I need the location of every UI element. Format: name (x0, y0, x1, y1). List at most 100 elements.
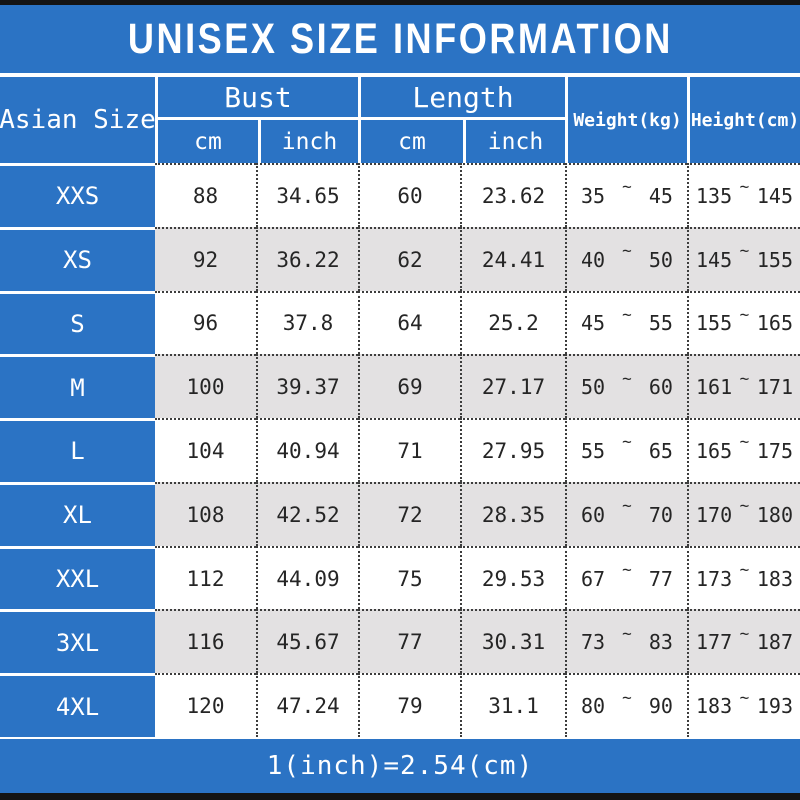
height-min: 165 (696, 438, 733, 463)
header-length-inch: inch (463, 120, 565, 163)
bust-cm-value: 92 (155, 226, 256, 291)
length-cm-value: 64 (358, 290, 460, 355)
weight-max: 83 (648, 630, 673, 655)
length-cm-value: 60 (358, 163, 460, 227)
tilde-symbol: ~ (622, 560, 632, 580)
length-cm-value: 62 (358, 226, 460, 291)
height-range: 161 ~171 (687, 354, 800, 419)
length-cm-value: 77 (358, 609, 460, 674)
bust-cm-value: 108 (155, 481, 256, 546)
weight-max: 50 (648, 247, 673, 272)
bust-cm-value: 96 (155, 290, 256, 355)
bust-inch-value: 45.67 (256, 609, 358, 674)
tilde-symbol: ~ (622, 687, 632, 707)
tilde-symbol: ~ (622, 623, 632, 643)
weight-max: 65 (648, 438, 673, 463)
bust-inch-value: 47.24 (256, 673, 358, 737)
bust-inch-value: 44.09 (256, 545, 358, 610)
length-inch-value: 24.41 (460, 226, 565, 291)
length-cm-value: 72 (358, 481, 460, 546)
size-label: 3XL (0, 609, 155, 674)
height-max: 180 (756, 502, 793, 527)
height-range: 155 ~165 (687, 290, 800, 355)
length-inch-value: 28.35 (460, 481, 565, 546)
weight-max: 60 (648, 375, 673, 400)
tilde-symbol: ~ (622, 241, 632, 261)
header-bust-label: Bust (158, 77, 358, 120)
size-label: XS (0, 226, 155, 291)
length-inch-value: 30.31 (460, 609, 565, 674)
tilde-symbol: ~ (739, 241, 750, 261)
weight-range: 55 ~65 (565, 418, 687, 482)
weight-min: 45 (581, 311, 606, 336)
weight-max: 90 (648, 694, 673, 719)
length-inch-value: 27.17 (460, 354, 565, 419)
height-min: 135 (696, 183, 733, 208)
height-min: 145 (696, 247, 733, 272)
tilde-symbol: ~ (739, 177, 750, 197)
bust-inch-value: 37.8 (256, 290, 358, 355)
weight-min: 67 (581, 566, 606, 591)
weight-min: 60 (581, 502, 606, 527)
weight-range: 50 ~60 (565, 354, 687, 419)
bust-cm-value: 120 (155, 673, 256, 737)
height-min: 155 (696, 311, 733, 336)
bust-inch-value: 36.22 (256, 226, 358, 291)
height-range: 173 ~183 (687, 545, 800, 610)
length-inch-value: 25.2 (460, 290, 565, 355)
header-asian-size: Asian Size (0, 77, 155, 163)
height-max: 165 (756, 311, 793, 336)
weight-range: 67 ~77 (565, 545, 687, 610)
header-bust-inch: inch (258, 120, 358, 163)
weight-range: 40 ~50 (565, 226, 687, 291)
length-inch-value: 27.95 (460, 418, 565, 482)
bust-inch-value: 34.65 (256, 163, 358, 227)
weight-range: 80 ~90 (565, 673, 687, 737)
bust-cm-value: 104 (155, 418, 256, 482)
bust-inch-value: 40.94 (256, 418, 358, 482)
tilde-symbol: ~ (739, 687, 750, 707)
weight-max: 45 (648, 183, 673, 208)
size-table-header: Asian Size Bust cm inch Length cm inch W… (0, 77, 800, 163)
weight-max: 77 (648, 566, 673, 591)
header-length-subrow: cm inch (361, 120, 565, 163)
height-max: 175 (756, 438, 793, 463)
height-range: 145 ~155 (687, 226, 800, 291)
bust-cm-value: 112 (155, 545, 256, 610)
length-inch-value: 23.62 (460, 163, 565, 227)
title-bar: UNISEX SIZE INFORMATION (0, 5, 800, 73)
size-label: XXL (0, 545, 155, 610)
conversion-note: 1(inch)=2.54(cm) (266, 751, 534, 781)
size-label: 4XL (0, 673, 155, 737)
header-group-length: Length cm inch (358, 77, 565, 163)
bust-cm-value: 100 (155, 354, 256, 419)
header-group-bust: Bust cm inch (155, 77, 358, 163)
title-divider (0, 73, 800, 77)
tilde-symbol: ~ (739, 623, 750, 643)
size-label: XXS (0, 163, 155, 227)
bust-cm-value: 88 (155, 163, 256, 227)
tilde-symbol: ~ (622, 496, 632, 516)
size-label: S (0, 290, 155, 355)
weight-min: 80 (581, 694, 606, 719)
tilde-symbol: ~ (622, 368, 632, 388)
weight-range: 45 ~55 (565, 290, 687, 355)
tilde-symbol: ~ (622, 432, 632, 452)
height-max: 187 (756, 630, 793, 655)
weight-range: 60 ~70 (565, 481, 687, 546)
height-range: 183 ~193 (687, 673, 800, 737)
height-min: 170 (696, 502, 733, 527)
weight-min: 73 (581, 630, 606, 655)
bottom-frame-bar (0, 793, 800, 800)
height-range: 177 ~187 (687, 609, 800, 674)
tilde-symbol: ~ (739, 432, 750, 452)
bust-inch-value: 42.52 (256, 481, 358, 546)
height-range: 170 ~180 (687, 481, 800, 546)
tilde-symbol: ~ (739, 304, 750, 324)
weight-range: 35 ~45 (565, 163, 687, 227)
height-min: 161 (696, 375, 733, 400)
weight-min: 55 (581, 438, 606, 463)
size-table-body: XXS 88 34.65 60 23.62 35 ~45 135 ~145 XS 92 36.22 62… (0, 163, 800, 737)
size-label: XL (0, 481, 155, 546)
tilde-symbol: ~ (622, 177, 632, 197)
